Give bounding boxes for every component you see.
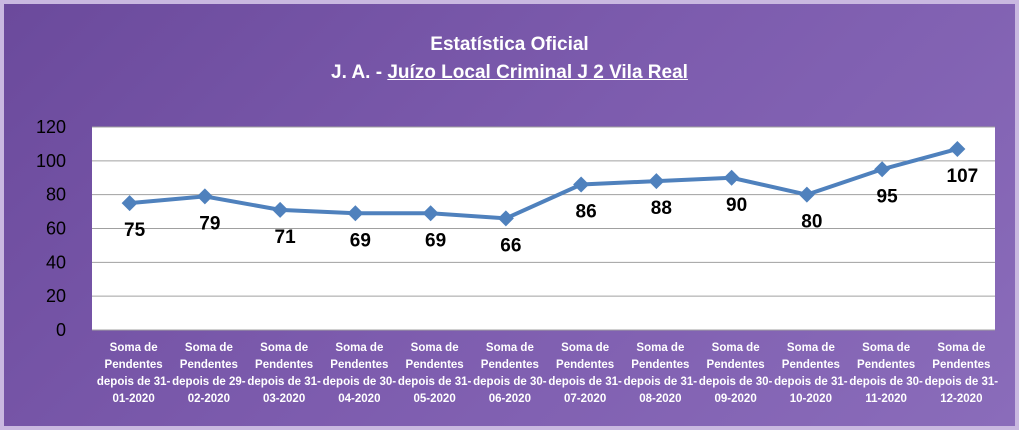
data-label: 66 bbox=[500, 235, 521, 256]
x-tick-label: Soma de Pendentes depois de 31-01-2020 bbox=[96, 342, 171, 405]
series-line bbox=[129, 147, 958, 221]
x-tick-label: Soma de Pendentes depois de 30-04-2020 bbox=[322, 342, 397, 405]
point-marker bbox=[422, 205, 439, 222]
y-tick-label: 80 bbox=[46, 185, 66, 205]
y-tick-label: 60 bbox=[46, 219, 66, 239]
point-marker bbox=[723, 169, 740, 186]
y-tick-label: 0 bbox=[56, 320, 66, 340]
data-label: 75 bbox=[124, 220, 146, 241]
x-tick-label: Soma de Pendentes depois de 31-10-2020 bbox=[774, 342, 848, 405]
x-tick-label: Soma de Pendentes depois de 29-02-2020 bbox=[172, 342, 246, 405]
y-tick-label: 120 bbox=[36, 117, 66, 137]
point-marker bbox=[874, 161, 891, 178]
point-marker bbox=[347, 205, 364, 222]
data-label: 69 bbox=[350, 230, 371, 251]
x-tick-label: Soma de Pendentes depois de 30-06-2020 bbox=[473, 342, 547, 405]
point-marker bbox=[648, 173, 665, 190]
x-tick-label: Soma de Pendentes depois de 31-07-2020 bbox=[548, 342, 622, 405]
point-marker bbox=[121, 195, 138, 212]
data-label: 88 bbox=[651, 198, 672, 219]
x-tick-label: Soma de Pendentes depois de 30-11-2020 bbox=[849, 342, 923, 405]
subtitle-court: Juízo Local Criminal J 2 Vila Real bbox=[387, 62, 688, 83]
x-tick-label: Soma de Pendentes depois de 31-03-2020 bbox=[247, 342, 321, 405]
point-marker bbox=[497, 210, 514, 227]
point-marker bbox=[196, 188, 213, 205]
data-label: 90 bbox=[726, 195, 747, 216]
point-marker bbox=[798, 186, 815, 203]
x-tick-label: Soma de Pendentes depois de 31-08-2020 bbox=[623, 342, 698, 405]
y-tick-label: 40 bbox=[46, 252, 66, 272]
data-label: 95 bbox=[877, 186, 899, 207]
x-tick-label: Soma de Pendentes depois de 31-05-2020 bbox=[397, 342, 472, 405]
data-label: 86 bbox=[576, 202, 597, 223]
data-label: 80 bbox=[801, 212, 822, 233]
data-label: 79 bbox=[199, 213, 220, 234]
x-tick-label: Soma de Pendentes depois de 30-09-2020 bbox=[698, 342, 773, 405]
y-tick-label: 20 bbox=[46, 286, 66, 306]
subtitle-prefix: J. A. - bbox=[331, 62, 388, 83]
data-label: 107 bbox=[947, 166, 979, 187]
chart-subtitle: J. A. - Juízo Local Criminal J 2 Vila Re… bbox=[0, 62, 1019, 84]
x-tick-label: Soma de Pendentes depois de 31-12-2020 bbox=[924, 342, 999, 405]
data-label: 69 bbox=[425, 230, 446, 251]
point-marker bbox=[949, 140, 966, 157]
data-label: 71 bbox=[275, 227, 297, 248]
point-marker bbox=[573, 176, 590, 193]
chart-title: Estatística Oficial bbox=[430, 34, 589, 55]
point-marker bbox=[272, 201, 289, 218]
y-tick-label: 100 bbox=[36, 151, 66, 171]
